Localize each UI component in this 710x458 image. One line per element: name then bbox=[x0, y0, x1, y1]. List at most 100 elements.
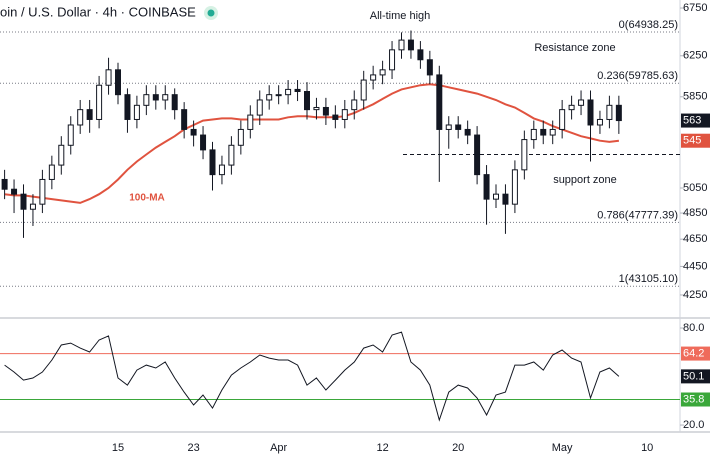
candle-body bbox=[162, 94, 169, 101]
candle-body bbox=[455, 124, 462, 130]
candle-body bbox=[256, 99, 263, 116]
candle-body bbox=[218, 164, 225, 176]
y-tick-label: 4650 bbox=[683, 233, 707, 245]
candle-body bbox=[606, 104, 613, 120]
candle-body bbox=[266, 94, 273, 101]
candle-body bbox=[304, 91, 310, 111]
candle-body bbox=[228, 144, 235, 166]
candle-body bbox=[360, 79, 367, 101]
price-label-bg bbox=[681, 113, 710, 128]
candle-body bbox=[615, 104, 622, 122]
ma-line bbox=[4, 83, 620, 204]
x-tick-label: 23 bbox=[187, 442, 199, 454]
x-tick-label: 12 bbox=[376, 442, 388, 454]
candle-body bbox=[133, 104, 140, 120]
candle-body bbox=[549, 128, 556, 136]
candle-body bbox=[237, 128, 244, 146]
candle-body bbox=[370, 74, 377, 81]
candle-body bbox=[152, 94, 159, 101]
candle-body bbox=[436, 74, 443, 130]
candle-body bbox=[578, 99, 585, 106]
rsi-tick-label: 20.0 bbox=[683, 419, 704, 431]
y-tick-label: 4450 bbox=[683, 260, 707, 272]
candle-body bbox=[209, 149, 216, 176]
candle-body bbox=[417, 49, 424, 61]
candle-body bbox=[445, 124, 452, 130]
candle-body bbox=[29, 203, 36, 210]
candle-body bbox=[39, 178, 46, 205]
candle-body bbox=[341, 109, 348, 120]
candle-body bbox=[559, 109, 566, 130]
candle-body bbox=[596, 118, 603, 126]
candle-body bbox=[351, 99, 358, 111]
candle-body bbox=[58, 144, 65, 166]
candle-body bbox=[474, 134, 481, 176]
y-tick-label: 4250 bbox=[683, 289, 707, 301]
status-dot bbox=[207, 9, 215, 17]
candle-body bbox=[171, 94, 178, 111]
candle-body bbox=[11, 188, 18, 195]
candle-body bbox=[20, 193, 27, 210]
candle-body bbox=[275, 94, 282, 97]
candle-body bbox=[493, 193, 499, 200]
candle-body bbox=[48, 164, 55, 180]
candle-body bbox=[294, 88, 301, 93]
y-tick-label: 5850 bbox=[683, 91, 707, 103]
candle-body bbox=[530, 128, 537, 141]
candle-body bbox=[502, 193, 509, 205]
candle-body bbox=[115, 69, 121, 96]
candle-body bbox=[77, 109, 84, 126]
candle-body bbox=[379, 69, 386, 76]
candle-body bbox=[483, 174, 490, 200]
annotation: All-time high bbox=[370, 10, 431, 22]
candle-body bbox=[540, 128, 547, 136]
x-tick-label: 15 bbox=[112, 442, 124, 454]
rsi-line bbox=[4, 331, 620, 422]
price-label: 545 bbox=[683, 135, 701, 147]
candle-body bbox=[86, 109, 93, 120]
candle-body bbox=[389, 49, 396, 71]
candle-body bbox=[67, 124, 74, 146]
y-tick-label: 6250 bbox=[683, 50, 707, 62]
y-tick-label: 6750 bbox=[683, 2, 707, 14]
fib-label: 1(43105.10) bbox=[619, 273, 678, 285]
price-label-bg bbox=[681, 133, 710, 148]
annotation: Resistance zone bbox=[534, 42, 615, 54]
candle-body bbox=[96, 84, 103, 120]
candle-body bbox=[332, 114, 339, 120]
candle-body bbox=[407, 39, 414, 51]
rsi-level-label: 35.8 bbox=[683, 393, 704, 405]
candle-body bbox=[247, 114, 254, 130]
candle-body bbox=[313, 106, 320, 111]
candle-body bbox=[511, 169, 518, 205]
y-tick-label: 5050 bbox=[683, 182, 707, 194]
candle-body bbox=[426, 59, 433, 76]
candle-body bbox=[143, 94, 150, 106]
fib-label: 0.786(47777.39) bbox=[597, 209, 678, 221]
candle-body bbox=[1, 178, 8, 190]
candle-body bbox=[322, 106, 329, 116]
fib-label: 0(64938.25) bbox=[619, 19, 678, 31]
annotation: support zone bbox=[553, 174, 617, 186]
candle-body bbox=[464, 128, 471, 136]
x-tick-label: Apr bbox=[270, 442, 287, 454]
rsi-level-label-bg bbox=[681, 346, 710, 361]
chart-title: oin / U.S. Dollar · 4h · COINBASE bbox=[0, 4, 196, 19]
x-tick-label: 20 bbox=[452, 442, 464, 454]
candle-body bbox=[398, 39, 405, 51]
x-tick-label: 10 bbox=[641, 442, 653, 454]
candle-body bbox=[200, 134, 207, 151]
candle-body bbox=[587, 99, 594, 126]
x-tick-label: May bbox=[552, 442, 573, 454]
rsi-level-label: 64.2 bbox=[683, 347, 704, 359]
candle-body bbox=[105, 69, 112, 86]
rsi-last-bg bbox=[681, 369, 710, 384]
ma-label: 100-MA bbox=[129, 193, 165, 204]
candle-body bbox=[190, 128, 197, 136]
y-tick-label: 4850 bbox=[683, 207, 707, 219]
rsi-tick-label: 80.0 bbox=[683, 322, 704, 334]
rsi-level-label-bg bbox=[681, 392, 710, 407]
